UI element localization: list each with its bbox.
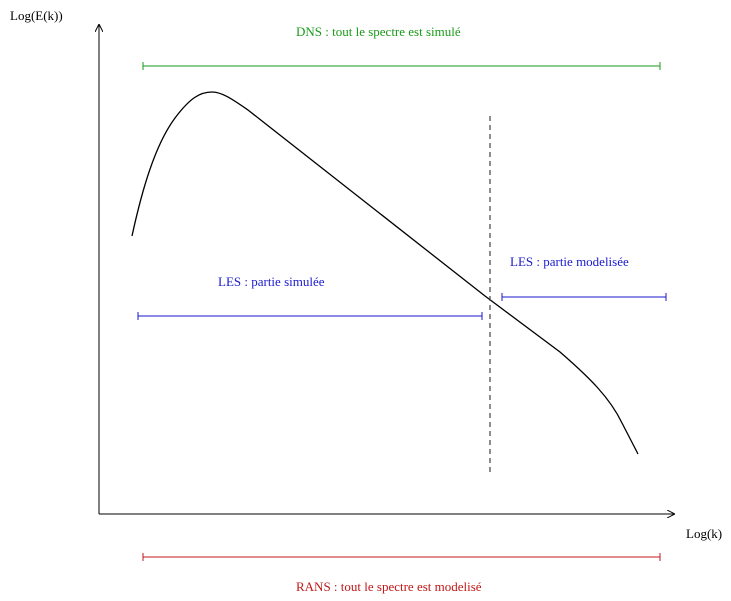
dns-label: DNS : tout le spectre est simulé <box>296 24 461 39</box>
energy-spectrum-curve <box>131 91 639 455</box>
y-axis-label: Log(E(k)) <box>10 8 63 23</box>
les-simulated-range: LES : partie simulée <box>137 274 483 320</box>
les-modeled-range: LES : partie modelisée <box>501 254 667 301</box>
les-modeled-label: LES : partie modelisée <box>510 254 629 269</box>
x-axis-label: Log(k) <box>686 526 722 541</box>
rans-label: RANS : tout le spectre est modelisé <box>296 579 482 594</box>
dns-range: DNS : tout le spectre est simulé <box>142 24 661 70</box>
rans-range: RANS : tout le spectre est modelisé <box>142 553 661 594</box>
les-simulated-label: LES : partie simulée <box>218 274 325 289</box>
